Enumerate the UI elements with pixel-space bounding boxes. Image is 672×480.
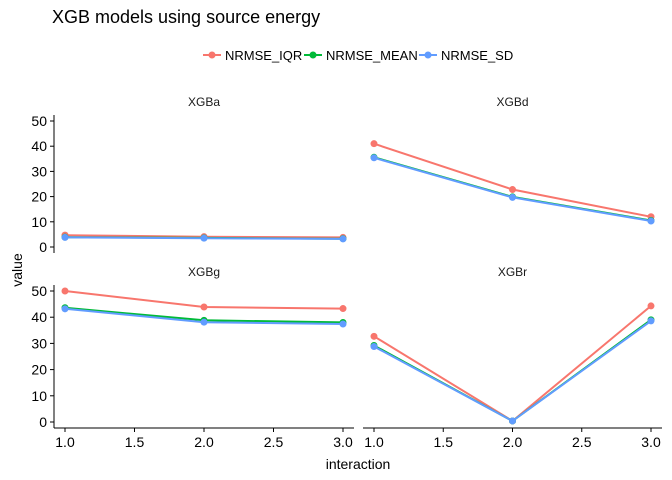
panel-xgbd: XGBd xyxy=(370,95,655,225)
legend: NRMSE_IQR NRMSE_MEAN NRMSE_SD xyxy=(203,48,513,63)
x-tick-label: 1.0 xyxy=(55,434,75,450)
panel-xgbg: XGBg xyxy=(61,265,347,328)
point-nrmse-sd xyxy=(509,417,516,425)
y-tick-label: 20 xyxy=(31,189,47,205)
x-axis-col-1: 1.0 1.5 2.0 2.5 3.0 xyxy=(54,427,354,450)
series-line-nrmse-mean xyxy=(373,318,652,423)
y-axis-row-1: 0 10 20 30 40 50 xyxy=(31,113,55,255)
point-nrmse-iqr xyxy=(339,305,347,313)
point-nrmse-sd xyxy=(509,193,516,201)
y-tick-label: 20 xyxy=(31,362,47,378)
x-tick-label: 2.0 xyxy=(503,434,523,450)
y-tick-label: 50 xyxy=(31,283,47,299)
panel-strip-label: XGBd xyxy=(496,95,528,109)
point-nrmse-sd xyxy=(370,343,378,351)
y-tick-label: 0 xyxy=(39,414,47,430)
point-nrmse-iqr xyxy=(61,287,69,295)
legend-key-marker xyxy=(208,51,216,59)
x-tick-label: 2.5 xyxy=(572,434,592,450)
x-tick-label: 3.0 xyxy=(333,434,353,450)
series-line-nrmse-iqr xyxy=(373,305,652,423)
y-tick-label: 10 xyxy=(31,388,47,404)
y-tick-label: 30 xyxy=(31,163,47,179)
point-nrmse-sd xyxy=(647,317,655,325)
y-axis-row-2: 0 10 20 30 40 50 xyxy=(31,283,55,430)
y-tick-label: 30 xyxy=(31,335,47,351)
y-tick-label: 50 xyxy=(31,113,47,129)
legend-label: NRMSE_MEAN xyxy=(326,48,418,63)
panel-xgba: XGBa xyxy=(61,95,347,243)
panel-xgbr: XGBr xyxy=(370,265,655,425)
panel-strip-label: XGBa xyxy=(188,95,220,109)
series-line-nrmse-iqr xyxy=(373,142,652,218)
point-nrmse-sd xyxy=(200,318,208,326)
point-nrmse-sd xyxy=(647,217,655,225)
x-tick-label: 1.5 xyxy=(125,434,145,450)
y-tick-label: 40 xyxy=(31,138,47,154)
point-nrmse-iqr xyxy=(509,186,516,194)
legend-item-nrmse-iqr: NRMSE_IQR xyxy=(203,48,302,63)
series-line-nrmse-sd xyxy=(373,320,652,423)
legend-item-nrmse-mean: NRMSE_MEAN xyxy=(304,48,418,63)
legend-item-nrmse-sd: NRMSE_SD xyxy=(419,48,513,63)
y-tick-label: 40 xyxy=(31,309,47,325)
panel-strip-label: XGBr xyxy=(498,265,527,279)
x-tick-label: 1.0 xyxy=(364,434,384,450)
legend-label: NRMSE_IQR xyxy=(225,48,302,63)
legend-key-marker xyxy=(424,51,432,59)
point-nrmse-iqr xyxy=(370,140,378,148)
y-axis-title: value xyxy=(9,253,25,287)
point-nrmse-iqr xyxy=(200,303,208,311)
x-axis-col-2: 1.0 1.5 2.0 2.5 3.0 xyxy=(363,427,662,450)
legend-label: NRMSE_SD xyxy=(441,48,513,63)
point-nrmse-sd xyxy=(339,320,347,328)
x-tick-label: 1.5 xyxy=(434,434,454,450)
chart-title: XGB models using source energy xyxy=(52,7,320,27)
y-tick-label: 10 xyxy=(31,214,47,230)
panels: XGBa XGBd XGBg XGBr xyxy=(61,95,655,425)
point-nrmse-sd xyxy=(61,305,69,313)
legend-key-marker xyxy=(309,51,317,59)
x-tick-label: 3.0 xyxy=(641,434,661,450)
point-nrmse-sd xyxy=(200,234,208,242)
point-nrmse-sd xyxy=(370,154,378,162)
x-axis-title: interaction xyxy=(326,456,391,472)
point-nrmse-sd xyxy=(61,233,69,241)
point-nrmse-sd xyxy=(339,235,347,243)
panel-strip-label: XGBg xyxy=(188,265,220,279)
x-tick-label: 2.5 xyxy=(264,434,284,450)
point-nrmse-iqr xyxy=(647,302,655,310)
x-tick-label: 2.0 xyxy=(194,434,214,450)
y-tick-label: 0 xyxy=(39,239,47,255)
point-nrmse-iqr xyxy=(370,332,378,340)
